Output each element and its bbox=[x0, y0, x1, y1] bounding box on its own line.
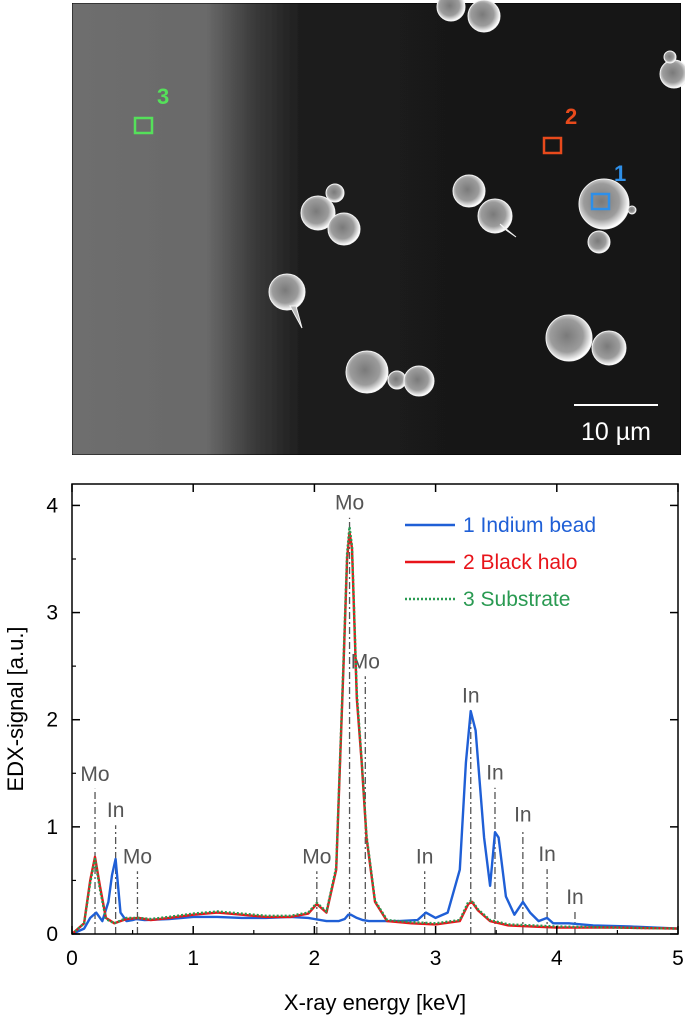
x-tick-label: 2 bbox=[309, 947, 321, 970]
x-tick-label: 3 bbox=[430, 947, 442, 970]
peak-label: In bbox=[486, 762, 504, 785]
bead bbox=[436, 0, 466, 22]
roi-3-label: 3 bbox=[157, 84, 169, 109]
bead bbox=[545, 314, 593, 362]
indium-beads bbox=[268, 0, 685, 397]
peak-label: Mo bbox=[302, 845, 331, 868]
peak-label: In bbox=[462, 685, 480, 708]
bead bbox=[387, 370, 407, 390]
y-tick-label: 2 bbox=[46, 709, 58, 732]
bead bbox=[578, 178, 630, 230]
x-axis: 0 1 2 3 4 5 bbox=[66, 484, 684, 970]
peak-label: In bbox=[514, 804, 532, 827]
y-tick-label: 4 bbox=[46, 494, 58, 517]
roi-1-label: 1 bbox=[614, 161, 626, 186]
roi-2-label: 2 bbox=[565, 104, 577, 129]
bead bbox=[591, 330, 627, 366]
bead bbox=[659, 59, 685, 89]
x-tick-label: 5 bbox=[672, 947, 684, 970]
y-tick-label: 0 bbox=[46, 923, 58, 946]
x-tick-label: 1 bbox=[187, 947, 199, 970]
series-black-halo-line bbox=[71, 531, 679, 935]
y-axis-title: EDX-signal [a.u.] bbox=[3, 626, 28, 791]
peak-label: Mo bbox=[351, 650, 380, 673]
bead bbox=[403, 365, 435, 397]
spectrum-chart: Mo In Mo Mo Mo Mo In In In In In In 0 1 2 3 4 5 0 1 2 3 4 X-… bbox=[3, 483, 684, 1015]
x-tick-label: 0 bbox=[66, 947, 78, 970]
bead bbox=[300, 195, 336, 231]
x-axis-title: X-ray energy [keV] bbox=[284, 990, 466, 1015]
roi-3-marker bbox=[133, 116, 154, 135]
bead bbox=[663, 50, 677, 64]
x-tick-label: 4 bbox=[551, 947, 563, 970]
bead bbox=[467, 0, 501, 33]
peak-label: In bbox=[107, 799, 125, 822]
bead bbox=[452, 174, 486, 208]
legend-label: 3 Substrate bbox=[463, 588, 570, 611]
legend-label: 1 Indium bead bbox=[463, 514, 596, 537]
bead bbox=[587, 230, 611, 254]
y-axis: 0 1 2 3 4 bbox=[46, 494, 678, 946]
peak-label: In bbox=[538, 843, 556, 866]
sem-image: 3 2 1 10 µm bbox=[71, 0, 685, 456]
scale-bar-label: 10 µm bbox=[581, 418, 651, 446]
bead bbox=[327, 212, 361, 246]
peak-label: Mo bbox=[80, 763, 109, 786]
peak-label: Mo bbox=[335, 492, 364, 515]
bead bbox=[627, 205, 637, 215]
bead bbox=[345, 350, 389, 394]
bead-tail bbox=[499, 223, 517, 238]
bead bbox=[477, 198, 513, 234]
bead bbox=[325, 183, 345, 203]
roi-2-marker bbox=[542, 136, 563, 155]
series-layer bbox=[71, 525, 679, 936]
peak-label: In bbox=[416, 845, 434, 868]
peak-label: In bbox=[566, 886, 584, 909]
series-substrate-line bbox=[71, 525, 679, 935]
annotation-layer: Mo In Mo Mo Mo Mo In In In In In In bbox=[80, 492, 584, 934]
y-tick-label: 1 bbox=[46, 816, 58, 839]
legend-label: 2 Black halo bbox=[463, 551, 577, 574]
peak-label: Mo bbox=[123, 845, 152, 868]
roi-1-marker bbox=[590, 192, 611, 211]
bead bbox=[268, 273, 306, 311]
y-tick-label: 3 bbox=[46, 602, 58, 625]
legend: 1 Indium bead 2 Black halo 3 Substrate bbox=[405, 514, 596, 611]
bead-tail bbox=[289, 305, 303, 329]
plot-frame bbox=[71, 483, 679, 935]
